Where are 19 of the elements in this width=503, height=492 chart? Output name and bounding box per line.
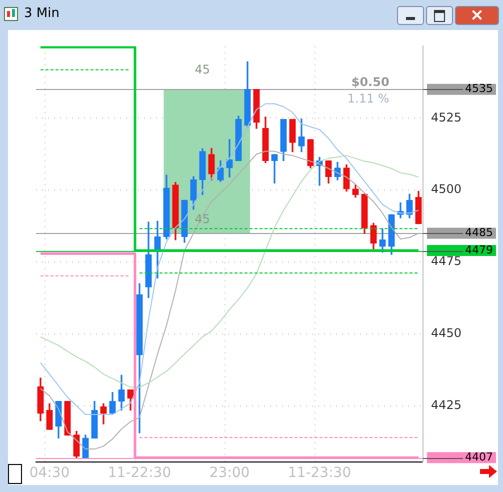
- x-tick-label: 23:00: [209, 465, 250, 482]
- annotation: 45: [194, 62, 210, 76]
- y-tick-label: 4450: [431, 326, 462, 340]
- y-tick-label: 4500: [431, 182, 462, 196]
- ref-line-label: 4535: [465, 82, 493, 96]
- annotation: 45: [194, 212, 210, 226]
- x-tick-label: 04:30: [29, 465, 70, 482]
- x-tick-label: 11-22:30: [108, 465, 172, 482]
- annotation: 1.11 %: [347, 92, 390, 106]
- y-tick-label: 4475: [431, 254, 462, 268]
- y-tick-label: 4425: [431, 398, 462, 412]
- chart-title: 3 Min: [24, 6, 60, 21]
- annotation: $0.50: [351, 74, 390, 89]
- candlestick: [271, 154, 278, 184]
- ref-line-label: 4479: [465, 243, 493, 256]
- y-tick-label: 4525: [431, 110, 462, 124]
- ref-line-label: 4407: [465, 450, 493, 464]
- ref-line-label: 4485: [465, 226, 493, 240]
- x-tick-label: 11-23:30: [288, 465, 352, 482]
